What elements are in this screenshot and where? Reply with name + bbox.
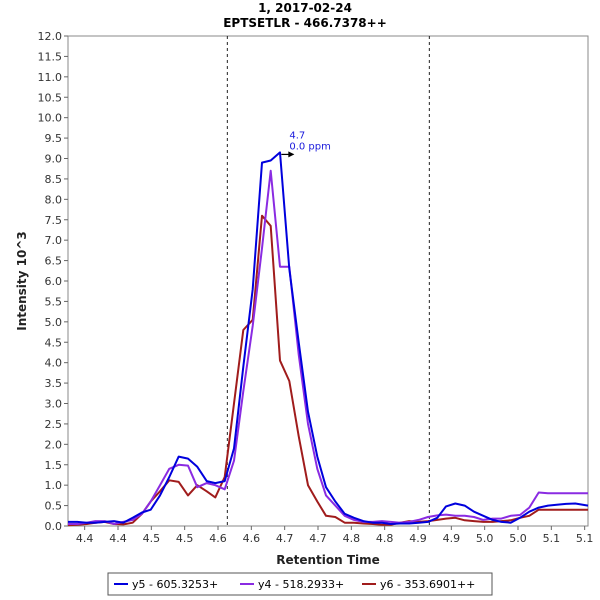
x-axis-label: Retention Time [276,553,380,567]
x-tick-label: 4.4 [76,532,94,545]
chart-subtitle: EPTSETLR - 466.7378++ [223,16,387,30]
y-tick-label: 11.5 [38,50,63,63]
x-tick-label: 4.6 [243,532,261,545]
y-tick-label: 0.5 [45,500,63,513]
x-tick-label: 4.9 [409,532,427,545]
series-line-1 [68,151,589,525]
legend-box [107,572,493,596]
series-layer [67,151,589,527]
y-tick-label: 2.5 [45,418,63,431]
y-tick-label: 5.5 [45,295,63,308]
y-tick-label: 7.5 [45,214,63,227]
y-tick-label: 10.0 [38,112,63,125]
y-tick-label: 10.5 [38,91,63,104]
annotation-arrow-head [288,151,295,158]
y-tick-label: 6.5 [45,255,63,268]
chart-title: 1, 2017-02-24 [258,1,352,15]
x-tick-label: 4.5 [143,532,161,545]
y-tick-label: 5.0 [45,316,63,329]
y-tick-label: 4.5 [45,336,63,349]
x-tick-label: 4.5 [176,532,194,545]
integration-boundaries [226,36,430,526]
annotation-ppm: 0.0 ppm [289,141,331,152]
x-tick-label: 4.9 [443,532,461,545]
y-tick-label: 3.0 [45,398,63,411]
y-tick-label: 4.0 [45,357,63,370]
y-tick-label: 0.0 [45,520,63,533]
annotation-time: 4.7 [289,130,305,141]
x-tick-label: 5.1 [543,532,561,545]
legend-label-3: y6 - 353.6901++ [380,578,475,591]
x-tick-label: 4.8 [343,532,361,545]
y-axis: 0.0 0.5 1.0 1.5 2.0 2.5 3.0 3.5 4.0 4.5 5.0 5.5 6.0 6… [38,30,68,533]
series-line-2 [68,169,588,525]
x-tick-label: 5.0 [476,532,494,545]
y-tick-label: 11.0 [38,71,63,84]
x-tick-label: 4.7 [276,532,294,545]
y-tick-label: 12.0 [38,30,63,43]
y-tick-label: 1.0 [45,479,63,492]
y-tick-label: 1.5 [45,459,63,472]
legend: y5 - 605.3253+ y4 - 518.2933+ y6 - 353.690… [114,578,475,591]
y-tick-label: 8.0 [45,193,63,206]
x-tick-label: 4.8 [376,532,394,545]
x-axis: 4.4 4.4 4.5 4.5 4.6 4.6 4.7 4.7 4.8 4.8 4.9 4.9 5.0 5… [76,526,594,545]
x-tick-label: 5.0 [509,532,527,545]
y-tick-label: 2.0 [45,438,63,451]
x-tick-label: 4.7 [309,532,327,545]
y-tick-label: 7.0 [45,234,63,247]
y-axis-label: Intensity 10^3 [15,231,29,331]
y-tick-label: 8.5 [45,173,63,186]
legend-label-2: y4 - 518.2933+ [258,578,344,591]
y-tick-label: 9.0 [45,153,63,166]
x-tick-label: 4.6 [209,532,227,545]
x-tick-label: 5.1 [576,532,594,545]
plot-area [67,35,589,527]
y-tick-label: 3.5 [45,377,63,390]
peak-annotation: 4.70.0 ppm [281,130,331,158]
legend-label-1: y5 - 605.3253+ [132,578,218,591]
y-tick-label: 6.0 [45,275,63,288]
y-tick-label: 9.5 [45,132,63,145]
x-tick-label: 4.4 [109,532,127,545]
